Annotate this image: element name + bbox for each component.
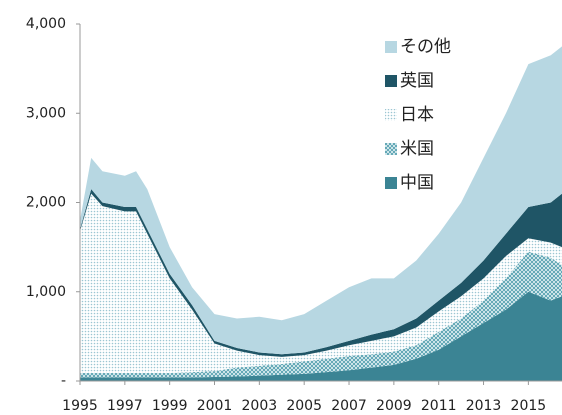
x-tick-label: 2015 <box>511 398 547 414</box>
x-tick-label: 1995 <box>62 398 98 414</box>
legend-swatch <box>385 143 397 155</box>
legend-label: 日本 <box>400 105 434 125</box>
y-tick-label: - <box>61 373 66 389</box>
area <box>80 291 562 381</box>
y-tick-label: 3,000 <box>26 105 66 121</box>
legend-swatch <box>385 109 397 121</box>
y-tick-label: 4,000 <box>26 16 66 32</box>
x-tick-label: 2007 <box>331 398 367 414</box>
legend-label: 英国 <box>400 71 434 91</box>
legend-label: その他 <box>400 37 451 57</box>
x-tick-label: 2005 <box>286 398 322 414</box>
x-tick-label: 2003 <box>242 398 278 414</box>
area <box>80 193 562 373</box>
x-tick-label: 2009 <box>376 398 412 414</box>
x-tick-label: 2001 <box>197 398 233 414</box>
legend-swatch <box>385 75 397 87</box>
legend-label: 米国 <box>400 139 434 159</box>
y-tick-label: 2,000 <box>26 195 66 211</box>
y-tick-label: 1,000 <box>26 284 66 300</box>
legend-label: 中国 <box>400 173 434 193</box>
x-tick-label: 1997 <box>107 398 143 414</box>
legend-swatch <box>385 41 397 53</box>
x-tick-label: 1999 <box>152 398 188 414</box>
x-tick-label: 2011 <box>421 398 457 414</box>
area <box>80 46 562 355</box>
x-tick-label: 2013 <box>466 398 502 414</box>
legend-swatch <box>385 177 397 189</box>
area <box>80 251 562 378</box>
